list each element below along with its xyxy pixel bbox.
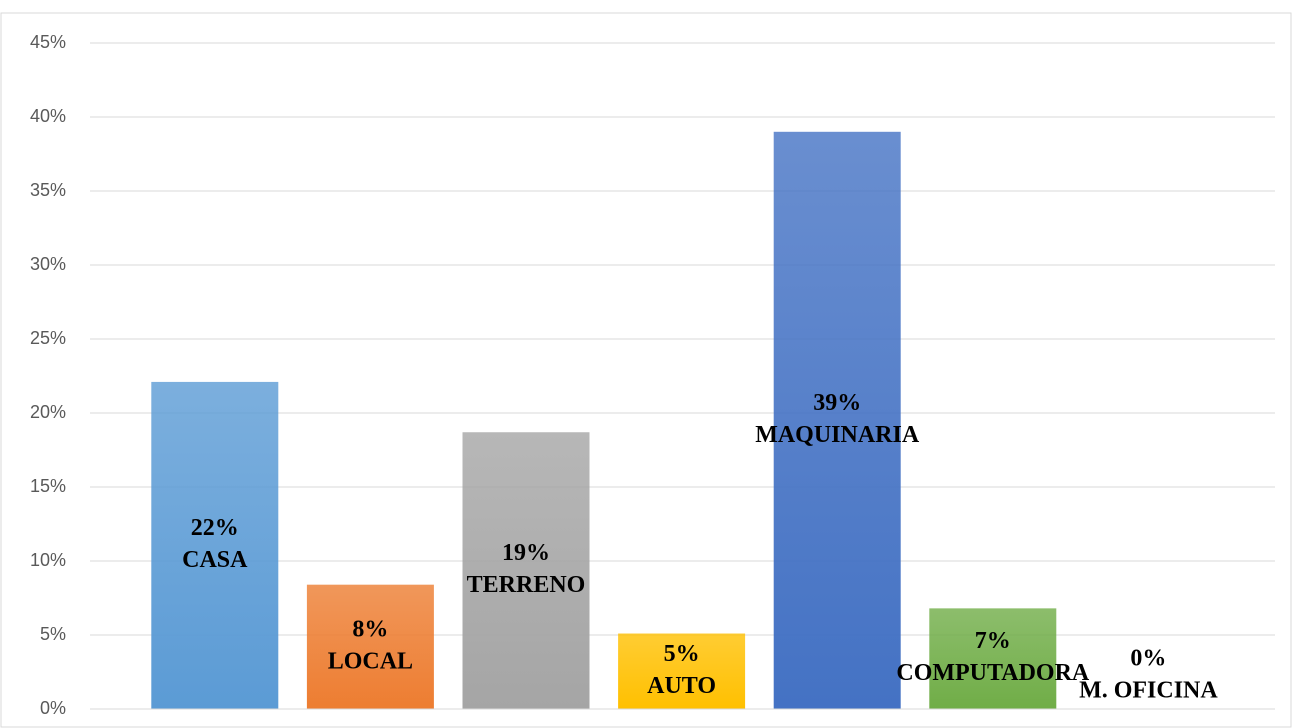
y-tick-label: 45% — [30, 32, 66, 52]
y-tick-label: 15% — [30, 476, 66, 496]
bar — [151, 381, 279, 709]
y-tick-label: 5% — [40, 624, 66, 644]
data-label: 39% — [813, 390, 861, 416]
data-label: 7% — [975, 628, 1011, 654]
category-label: COMPUTADORA — [896, 660, 1090, 686]
category-label: CASA — [182, 547, 248, 573]
y-tick-label: 40% — [30, 106, 66, 126]
category-label: LOCAL — [328, 648, 413, 674]
bar — [306, 584, 434, 709]
bar — [618, 633, 746, 709]
category-label: TERRENO — [467, 572, 586, 598]
bar — [462, 432, 590, 709]
data-label: 0% — [1130, 646, 1166, 672]
y-tick-label: 0% — [40, 698, 66, 718]
y-tick-label: 25% — [30, 328, 66, 348]
y-tick-label: 20% — [30, 402, 66, 422]
data-label: 8% — [352, 616, 388, 642]
bar — [773, 131, 901, 710]
data-label: 5% — [664, 641, 700, 667]
category-label: MAQUINARIA — [755, 422, 920, 448]
y-tick-label: 35% — [30, 180, 66, 200]
y-tick-label: 10% — [30, 550, 66, 570]
bar — [929, 608, 1057, 709]
data-label: 22% — [191, 515, 239, 541]
category-label: AUTO — [647, 673, 716, 699]
y-tick-label: 30% — [30, 254, 66, 274]
data-label: 19% — [502, 540, 550, 566]
category-label: M. OFICINA — [1079, 678, 1218, 704]
